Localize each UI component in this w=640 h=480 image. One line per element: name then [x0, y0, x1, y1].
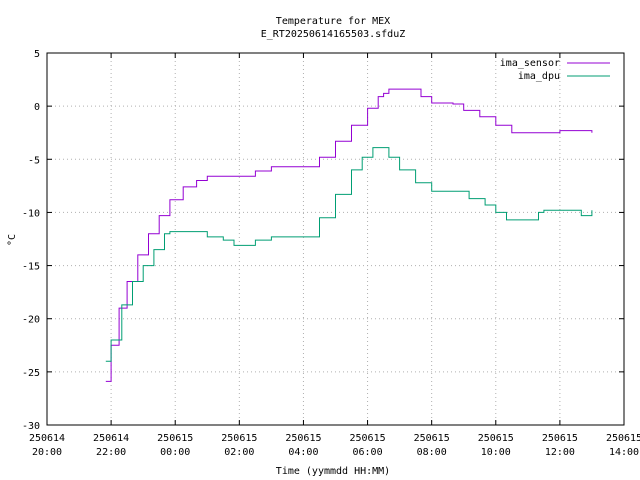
x-tick-date: 250615: [285, 433, 321, 444]
series-line-ima_dpu: [105, 147, 593, 362]
x-tick-date: 250615: [157, 433, 193, 444]
legend-label: ima_dpu: [518, 71, 560, 82]
x-tick-time: 06:00: [353, 447, 383, 458]
x-tick-time: 08:00: [417, 447, 447, 458]
x-tick-date: 250615: [606, 433, 640, 444]
series-line-ima_sensor: [105, 88, 593, 382]
axis-ticks: 50-5-10-15-20-25-3025061420:0025061422:0…: [22, 49, 640, 458]
x-tick-date: 250615: [349, 433, 385, 444]
x-tick-date: 250614: [93, 433, 129, 444]
series-lines: [105, 88, 593, 382]
y-axis-label: °C: [7, 234, 18, 246]
y-tick-label: 5: [34, 49, 40, 60]
x-tick-time: 02:00: [224, 447, 254, 458]
legend-label: ima_sensor: [500, 58, 560, 69]
x-tick-time: 04:00: [288, 447, 318, 458]
y-tick-label: -25: [22, 368, 40, 379]
y-tick-label: -20: [22, 315, 40, 326]
y-tick-label: -15: [22, 262, 40, 273]
x-tick-time: 20:00: [32, 447, 62, 458]
grid: [47, 53, 624, 425]
x-tick-date: 250615: [478, 433, 514, 444]
x-tick-time: 10:00: [481, 447, 511, 458]
x-tick-date: 250615: [221, 433, 257, 444]
y-tick-label: 0: [34, 102, 40, 113]
x-tick-time: 14:00: [609, 447, 639, 458]
x-tick-time: 22:00: [96, 447, 126, 458]
plot-frame: [46, 52, 625, 426]
y-tick-label: -5: [28, 155, 40, 166]
x-axis-label: Time (yymmdd HH:MM): [276, 466, 390, 477]
x-tick-date: 250615: [542, 433, 578, 444]
x-tick-date: 250614: [29, 433, 65, 444]
x-tick-time: 12:00: [545, 447, 575, 458]
x-tick-date: 250615: [414, 433, 450, 444]
chart-title: Temperature for MEX: [276, 16, 390, 27]
x-tick-time: 00:00: [160, 447, 190, 458]
y-tick-label: -10: [22, 208, 40, 219]
legend: ima_sensor ima_dpu: [500, 58, 610, 82]
chart-subtitle: E_RT20250614165503.sfduZ: [261, 29, 406, 40]
y-tick-label: -30: [22, 421, 40, 432]
